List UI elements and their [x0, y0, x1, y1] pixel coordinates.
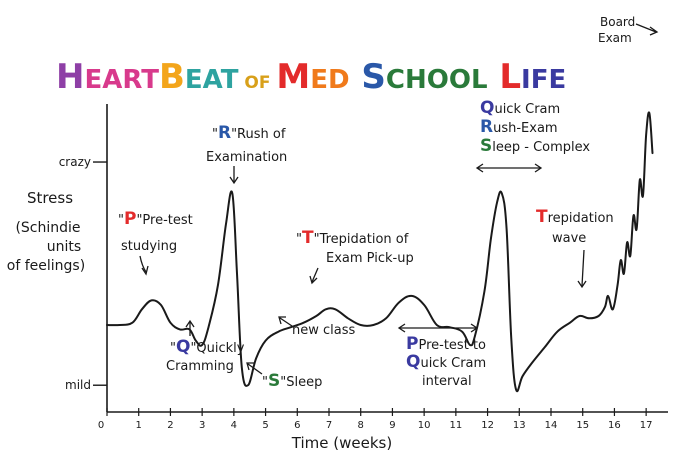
y-axis-label-line: units [47, 239, 81, 255]
annotation-pretest: "P"Pre-test studying [118, 209, 193, 276]
annotation-new-class: new class [278, 316, 356, 338]
svg-text:Board: Board [600, 15, 635, 29]
series-line-heartbeat [106, 111, 654, 393]
x-tick-label: 16 [608, 420, 621, 431]
title-segment: L [488, 57, 522, 97]
svg-text:"R"Rush of: "R"Rush of [212, 123, 286, 143]
x-tick-label: 3 [199, 420, 205, 431]
annotation-trepidation-line2: Exam Pick-up [326, 251, 414, 266]
x-tick-label: 12 [481, 420, 494, 431]
annotation-sleep: "S"Sleep [246, 362, 322, 391]
title-segment: EAT [185, 65, 239, 95]
svg-text:Quick Cram: Quick Cram [480, 98, 560, 118]
svg-text:PPre-test to: PPre-test to [406, 334, 486, 354]
svg-text:"T"Trepidation of: "T"Trepidation of [296, 228, 409, 248]
annotation-interval: PPre-test to Quick Cram interval [397, 323, 486, 389]
svg-text:"Q"Quickly: "Q"Quickly [170, 337, 245, 357]
annotation-pretest-line2: studying [121, 239, 177, 254]
y-tick-label: mild [65, 378, 91, 392]
annotation-rush: "R"Rush of Examination [206, 123, 287, 185]
title-segment: IFE [521, 65, 566, 95]
x-tick-label: 15 [576, 420, 589, 431]
x-tick-label: 6 [294, 420, 300, 431]
annotation-trepidation-pickup: "T"Trepidation of Exam Pick-up [296, 228, 414, 285]
svg-text:"P"Pre-test: "P"Pre-test [118, 209, 193, 229]
title-segment: ED [310, 65, 349, 95]
x-tick-label: 11 [449, 420, 462, 431]
x-tick-label: 10 [418, 420, 431, 431]
x-tick-label: 17 [640, 420, 653, 431]
axes [106, 104, 668, 413]
svg-text:Rush-Exam: Rush-Exam [480, 117, 558, 137]
y-tick-label: crazy [59, 155, 91, 169]
annotation-trepidation-wave-line2: wave [552, 231, 586, 246]
y-axis-label-line: of feelings) [7, 258, 85, 274]
svg-text:"S"Sleep: "S"Sleep [262, 371, 322, 391]
svg-text:Exam: Exam [598, 31, 632, 45]
svg-text:Sleep - Complex: Sleep - Complex [480, 136, 590, 156]
x-ticks: 0 1 2 3 4 5 6 7 8 9 10 11 12 13 14 15 16 17 [98, 408, 653, 431]
annotation-quickly-line2: Cramming [166, 359, 234, 374]
annotations: "P"Pre-test studying "Q"Quickly Cramming… [118, 15, 659, 391]
x-tick-label: 1 [136, 420, 142, 431]
annotation-rush-line2: Examination [206, 150, 287, 165]
y-axis-label-line: (Schindie [15, 220, 80, 236]
x-tick-label: 0 [98, 420, 104, 431]
x-axis-label: Time (weeks) [291, 434, 392, 452]
x-tick-label: 8 [358, 420, 364, 431]
y-axis-label-line: Stress [27, 189, 73, 207]
svg-text:new class: new class [292, 323, 356, 338]
x-tick-label: 9 [389, 420, 395, 431]
title-segment: OF [238, 73, 276, 93]
x-tick-label: 7 [326, 420, 332, 431]
x-tick-label: 5 [262, 420, 268, 431]
x-tick-label: 4 [231, 420, 237, 431]
title-segment: M [276, 57, 310, 97]
title-segment: CHOOL [386, 65, 488, 95]
annotation-pretest-line1: "Pre-test [136, 213, 192, 228]
y-ticks: crazy mild [59, 155, 107, 392]
annotation-quickly: "Q"Quickly Cramming [166, 319, 245, 374]
annotation-trepidation-wave: Trepidation wave [536, 207, 614, 289]
title-segment: S [350, 57, 386, 97]
x-tick-label: 14 [545, 420, 558, 431]
title-segment: B [159, 57, 185, 97]
title-segment: EART [84, 65, 159, 95]
x-tick-label: 13 [513, 420, 526, 431]
annotation-interval-line3: interval [422, 374, 472, 389]
annotation-qrs-complex: Quick Cram Rush-Exam Sleep - Complex [475, 98, 590, 173]
svg-text:Quick Cram: Quick Cram [406, 352, 486, 372]
svg-text:Trepidation: Trepidation [536, 207, 614, 227]
x-tick-label: 2 [167, 420, 173, 431]
annotation-board-exam: Board Exam [598, 15, 659, 45]
title-segment: H [56, 57, 84, 97]
chart-title: HEARTBEAT OF MED SCHOOL LIFE [56, 57, 566, 97]
y-axis-label: Stress (Schindie units of feelings) [7, 189, 85, 274]
